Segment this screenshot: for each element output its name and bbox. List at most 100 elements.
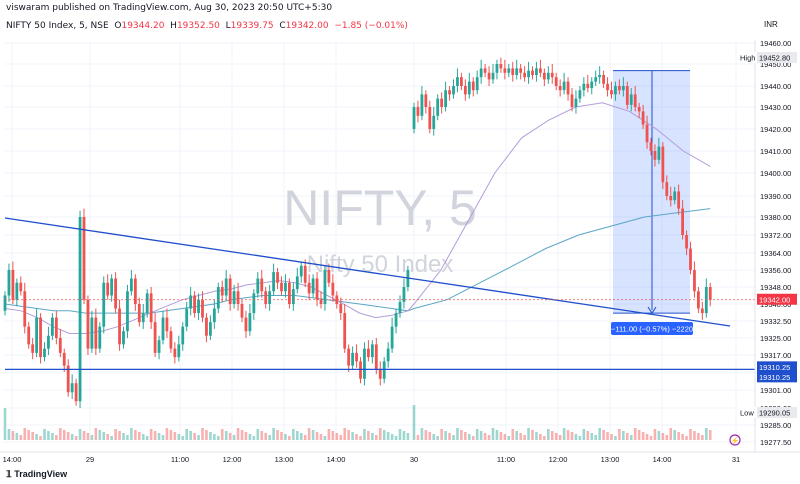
volume-bar bbox=[523, 435, 526, 440]
price-chart[interactable]: NIFTY, 5 Nifty 50 Index −111.00 (−0.57%)… bbox=[0, 0, 800, 467]
x-tick-label: 13:00 bbox=[275, 455, 294, 464]
volume-bar bbox=[141, 434, 145, 440]
volume-bar bbox=[645, 434, 649, 440]
volume-bar bbox=[351, 432, 354, 440]
candle-body bbox=[657, 146, 661, 160]
y-tick-label: 19390.00 bbox=[760, 192, 791, 201]
volume-bar bbox=[193, 433, 196, 440]
x-tick-label: 29 bbox=[86, 455, 94, 464]
candle-body bbox=[550, 72, 554, 78]
candle-body bbox=[27, 326, 31, 345]
candle-body bbox=[280, 282, 283, 292]
volume-bar bbox=[606, 432, 609, 440]
ma-long-line bbox=[4, 208, 711, 314]
ma-short-line bbox=[4, 102, 711, 334]
candle-body bbox=[448, 90, 451, 95]
volume-bar bbox=[220, 429, 224, 440]
volume-bar bbox=[165, 428, 169, 440]
volume-bar bbox=[27, 430, 30, 440]
volume-bar bbox=[260, 431, 264, 440]
volume-bar bbox=[355, 434, 358, 440]
volume-bar bbox=[394, 436, 398, 440]
candle-body bbox=[74, 383, 78, 402]
time-axis[interactable]: 14:00 29 11:00 12:00 13:00 14:00 30 11:00 12:00 1… bbox=[0, 451, 800, 464]
candle-body bbox=[562, 81, 566, 91]
candle-body bbox=[531, 70, 534, 75]
descending-trendline bbox=[4, 217, 731, 327]
volume-bar bbox=[499, 432, 503, 440]
volume-bar bbox=[288, 436, 291, 440]
low-label: L bbox=[225, 21, 231, 31]
candle-body bbox=[35, 317, 38, 353]
candle-body bbox=[523, 72, 526, 78]
candle-body bbox=[554, 77, 558, 86]
candle-body bbox=[252, 293, 256, 314]
candle-body bbox=[327, 270, 331, 283]
currency-label[interactable]: INR bbox=[764, 20, 778, 29]
volume-bar bbox=[86, 433, 90, 440]
candle-body bbox=[495, 64, 499, 73]
volume-bar bbox=[507, 436, 511, 440]
candle-body bbox=[256, 278, 260, 294]
tradingview-logo: 𝟙 TradingView bbox=[6, 469, 67, 480]
volume-bar bbox=[626, 433, 629, 440]
volume-bar bbox=[161, 435, 165, 440]
publisher-line: viswaram published on TradingView.com, A… bbox=[6, 3, 333, 13]
volume-bar bbox=[665, 435, 669, 440]
candle-body bbox=[70, 383, 74, 393]
candle-body bbox=[475, 77, 479, 91]
candle-body bbox=[402, 287, 406, 302]
candle-body bbox=[669, 196, 673, 201]
candle-body bbox=[90, 317, 94, 349]
candle-body bbox=[661, 146, 665, 183]
volume-bar bbox=[47, 431, 50, 440]
volume-bar bbox=[169, 430, 173, 440]
candle-body bbox=[499, 64, 503, 69]
volume-bar bbox=[205, 430, 208, 440]
candle-body bbox=[367, 348, 370, 358]
volume-bar bbox=[177, 434, 181, 440]
volume-bar bbox=[685, 436, 688, 440]
volume-bar bbox=[256, 429, 260, 440]
volume-bar bbox=[149, 429, 153, 440]
volume-bar bbox=[491, 428, 495, 440]
symbol-name[interactable]: NIFTY 50 Index, 5, NSE bbox=[6, 21, 109, 31]
volume-bar bbox=[7, 429, 11, 440]
drawn-lines[interactable] bbox=[4, 217, 755, 370]
y-tick-label: 19372.00 bbox=[760, 231, 791, 240]
candle-body bbox=[311, 278, 315, 294]
candle-body bbox=[110, 278, 114, 296]
price-range-measure[interactable]: −111.00 (−0.57%) −2220 bbox=[611, 70, 693, 335]
candle-body bbox=[378, 369, 382, 379]
volume-bar bbox=[39, 436, 42, 440]
candle-body bbox=[558, 86, 562, 91]
volume-bar bbox=[570, 432, 574, 440]
candle-body bbox=[582, 83, 586, 91]
volume-bar bbox=[657, 431, 661, 440]
candle-body bbox=[456, 77, 459, 86]
current-price-label-box bbox=[757, 293, 797, 305]
x-tick-label: 31 bbox=[732, 455, 740, 464]
volume-bar bbox=[649, 436, 653, 440]
candle-body bbox=[708, 287, 712, 300]
candle-body bbox=[43, 348, 46, 358]
candle-body bbox=[86, 299, 90, 349]
volume-bar bbox=[697, 433, 700, 440]
candle-body bbox=[629, 94, 633, 105]
candle-body bbox=[677, 191, 681, 209]
volume-bar bbox=[464, 432, 467, 440]
candle-body bbox=[220, 287, 224, 296]
logo-glyph: 𝟙 bbox=[6, 469, 12, 479]
candles bbox=[3, 57, 712, 408]
volume-bar bbox=[307, 428, 311, 440]
volume-bar bbox=[582, 429, 586, 440]
price-axis[interactable]: 19460.00 19450.00 19440.00 19430.00 19420.00… bbox=[729, 39, 797, 452]
candle-body bbox=[428, 107, 432, 129]
volume-bar bbox=[78, 429, 82, 440]
x-tick-label: 30 bbox=[410, 455, 418, 464]
volume-bar bbox=[240, 430, 244, 440]
candle-body bbox=[614, 86, 617, 95]
candle-body bbox=[386, 348, 390, 362]
support-label-b: 19310.25 bbox=[759, 373, 790, 382]
volume-bar bbox=[62, 430, 66, 440]
